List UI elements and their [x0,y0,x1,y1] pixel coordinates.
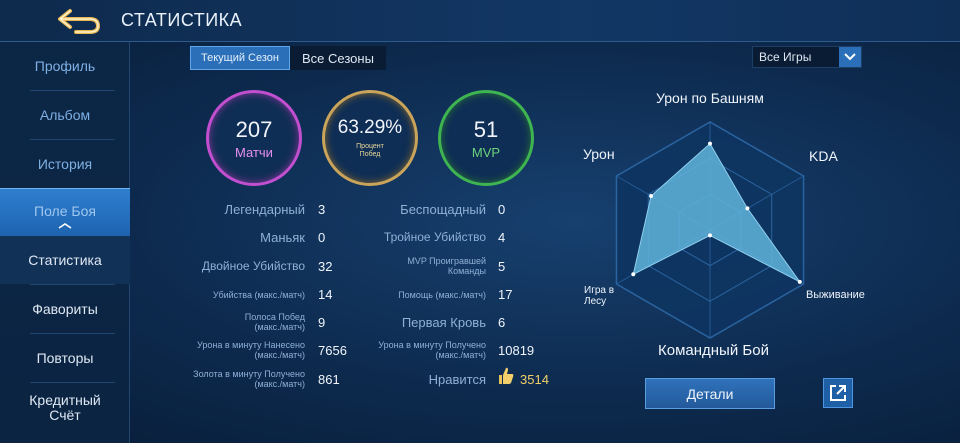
sidebar-divider [30,90,115,91]
sidebar: Профиль Альбом История Поле Боя Статисти… [0,42,130,443]
radar-label-survival: Выживание [806,289,865,301]
sidebar-item-favorites[interactable]: Фавориты [0,285,130,333]
matches-label: Матчи [235,144,273,160]
stat-label: Золота в минуту Получено (макс./матч) [193,369,305,389]
stat-label: Урона в минуту Нанесено (макс./матч) [197,340,305,360]
sidebar-item-label: Кредитный Счёт [29,392,101,423]
season-tabs: Текущий Сезон Все Сезоны [190,46,386,70]
stat-label: Помощь (макс./матч) [398,290,486,300]
back-arrow-icon [58,9,100,34]
stat-label: Урона в минуту Получено (макс./матч) [378,340,486,360]
radar-label-kda: KDA [809,148,838,164]
stat-label: Убийства (макс./матч) [212,290,305,300]
tab-all-seasons[interactable]: Все Сезоны [289,46,386,70]
sidebar-item-album[interactable]: Альбом [0,91,130,139]
stat-value: 7656 [318,343,347,358]
sidebar-item-label: Повторы [36,349,94,366]
likes-count: 3514 [520,372,549,387]
sidebar-divider [30,382,115,383]
like-button[interactable] [497,366,515,386]
radar-point [797,279,802,284]
stat-value: 6 [498,315,506,330]
radar-point [745,206,750,211]
stat-label: Тройное Убийство [383,230,486,244]
stat-value: 0 [498,202,506,217]
sidebar-item-label: Альбом [39,106,91,123]
radar-label-jungle: Игра в Лесу [584,285,615,307]
stat-label: Нравится [428,372,486,387]
radar-point [649,193,654,198]
sidebar-item-battlefield[interactable]: Поле Боя [0,188,130,236]
stat-label: Первая Кровь [401,315,486,330]
sidebar-item-label: Поле Боя [34,203,96,219]
stat-value: 32 [318,259,333,274]
stat-value: 0 [318,230,326,245]
stat-value: 5 [498,259,506,274]
stat-value: 861 [318,372,340,387]
radar-chart [615,121,805,339]
mvp-label: MVP [471,144,501,160]
stat-value: 14 [318,287,333,302]
sidebar-item-label: Фавориты [32,300,98,317]
winrate-value: 63.29% [337,117,403,138]
stat-label: Двойное Убийство [201,259,305,273]
external-link-icon [830,385,846,401]
radar-point [708,233,712,238]
stat-value: 3 [318,202,326,217]
stat-value: 10819 [498,343,535,358]
sidebar-item-replays[interactable]: Повторы [0,334,130,382]
details-button[interactable]: Детали [645,378,775,409]
sidebar-item-credit-score[interactable]: Кредитный Счёт [0,383,130,433]
stat-label: Легендарный [224,202,305,217]
sidebar-item-label: Профиль [34,57,96,74]
sidebar-item-label: Статистика [28,251,102,268]
mvp-ring: 51 MVP [438,90,534,186]
page-title: СТАТИСТИКА [121,10,243,30]
games-filter-value: Все Игры [759,50,812,64]
winrate-ring: 63.29% Процент Побед [322,90,418,186]
radar-point [708,141,712,146]
radar-label-teamfight: Командный Бой [658,342,769,359]
sidebar-divider [30,333,115,334]
sidebar-item-history[interactable]: История [0,140,130,188]
sidebar-divider [30,139,115,140]
radar-label-damage: Урон [583,146,615,162]
matches-count: 207 [235,116,273,142]
games-filter-select[interactable]: Все Игры [752,46,862,68]
matches-ring: 207 Матчи [206,90,302,186]
sidebar-item-statistics[interactable]: Статистика [0,236,130,284]
stat-value: 17 [498,287,513,302]
sidebar-item-profile[interactable]: Профиль [0,42,130,90]
sidebar-item-label: История [37,155,93,172]
thumbs-up-icon [499,367,514,384]
tab-current-season[interactable]: Текущий Сезон [190,46,290,70]
radar-point [631,272,636,277]
stat-value: 4 [498,230,506,245]
stat-label: MVP Проигравшей Команды [407,256,486,276]
stat-label: Маньяк [260,230,305,245]
back-button[interactable] [56,7,102,35]
stat-value: 9 [318,315,326,330]
header-bar: СТАТИСТИКА [0,0,960,42]
share-button[interactable] [823,378,853,408]
chevron-down-icon [839,47,861,67]
stat-label: Полоса Побед (макс./матч) [244,312,305,332]
sidebar-divider [30,284,115,285]
chevron-up-icon [58,223,72,229]
winrate-label: Процент Побед [356,143,384,158]
mvp-count: 51 [473,116,499,142]
radar-label-tower-damage: Урон по Башням [656,90,764,106]
stat-label: Беспощадный [400,202,486,217]
